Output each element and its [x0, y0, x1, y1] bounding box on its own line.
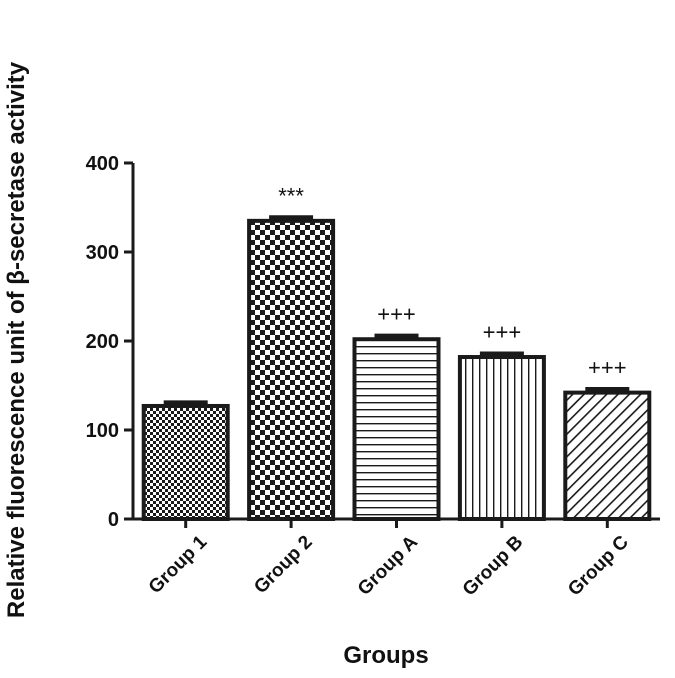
axes-layer	[124, 161, 660, 528]
bar-group-1	[141, 403, 230, 521]
y-tick-label: 100	[86, 420, 119, 442]
y-axis-title: Relative fluorescence unit of β-secretas…	[3, 61, 30, 618]
x-tick-label: Group C	[564, 531, 633, 600]
x-axis-title: Groups	[343, 642, 428, 669]
significance-label: +++	[377, 302, 416, 327]
y-tick-label: 0	[108, 509, 119, 531]
y-tick-label: 200	[86, 331, 119, 353]
bar-group-a	[352, 337, 441, 521]
x-tick-label: Group 1	[145, 531, 212, 598]
x-tick-label: Group 2	[250, 532, 316, 598]
significance-label: +++	[588, 355, 627, 380]
y-tick-label: 300	[86, 242, 119, 264]
x-tick-label: Group B	[459, 532, 528, 601]
significance-label: ***	[278, 183, 304, 208]
bars-layer	[141, 215, 652, 521]
bar-group-b	[457, 355, 546, 521]
y-tick-label: 400	[86, 153, 119, 175]
bar-group-c	[563, 390, 652, 521]
significance-label: +++	[483, 319, 522, 344]
x-tick-label: Group A	[354, 531, 422, 599]
bar-group-2	[247, 218, 336, 521]
